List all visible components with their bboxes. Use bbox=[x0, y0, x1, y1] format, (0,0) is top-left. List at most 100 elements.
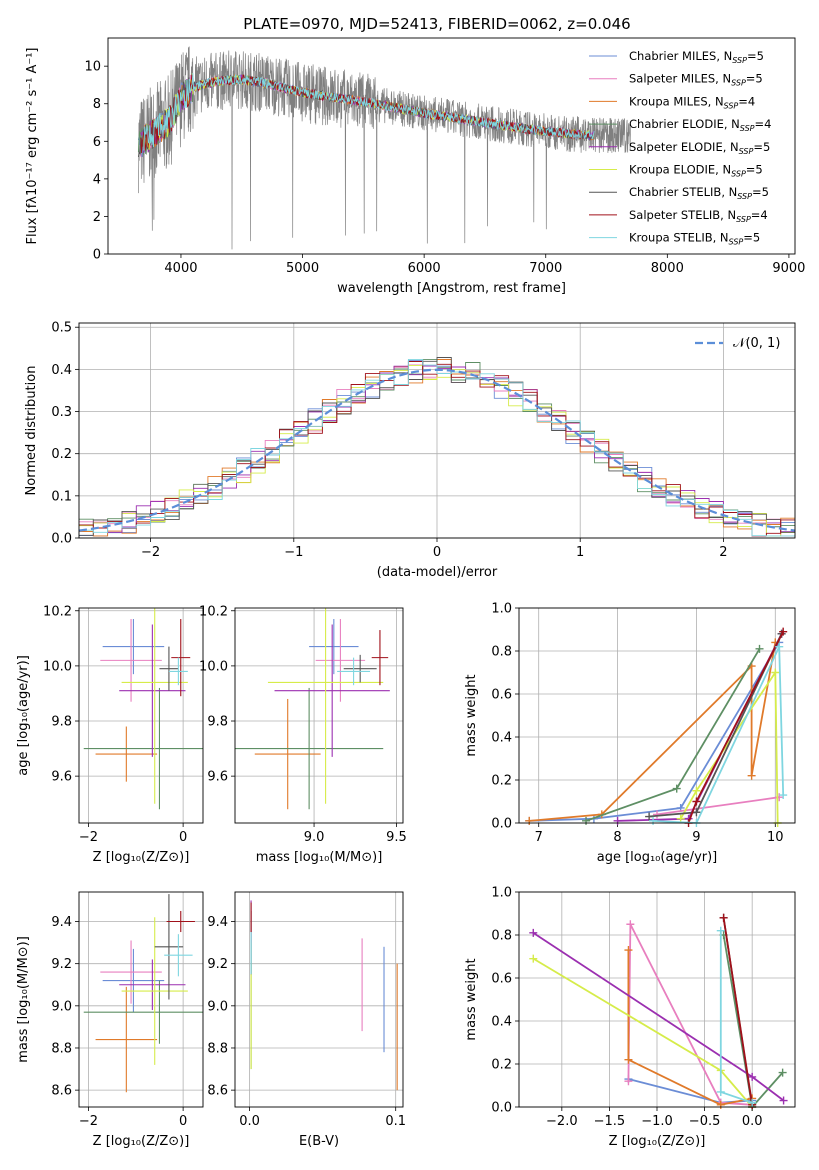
weight-series-line bbox=[627, 923, 753, 1106]
y-tick-label: 10.2 bbox=[199, 604, 228, 619]
x-axis-label: Z [log₁₀(Z/Z⊙)] bbox=[609, 1134, 706, 1149]
x-tick-label: 9000 bbox=[772, 261, 805, 276]
model-spectrum-line bbox=[140, 74, 590, 154]
weight-point-marker bbox=[653, 810, 661, 819]
y-tick-label: 10.0 bbox=[43, 659, 72, 674]
x-axis-label: wavelength [Angstrom, rest frame] bbox=[337, 281, 566, 296]
mass-weight-vs-age-panel: 7 8 9 10 0.0 0.2 0.4 0.6 0.8 1.0 age [log₁₀(age/yr… bbox=[464, 602, 796, 865]
x-tick-label: 8 bbox=[613, 830, 621, 845]
y-tick-label: 8.8 bbox=[51, 1041, 72, 1056]
weight-series-line bbox=[687, 631, 785, 823]
weight-point-marker bbox=[529, 928, 538, 937]
y-axis-label: Flux [fλ10⁻¹⁷ erg cm⁻² s⁻¹ A⁻¹] bbox=[25, 48, 40, 245]
weight-point-marker bbox=[582, 816, 591, 825]
x-axis-label: (data-model)/error bbox=[377, 565, 498, 580]
x-tick-label: 0.1 bbox=[385, 1114, 406, 1129]
weight-point-marker bbox=[775, 642, 784, 651]
y-tick-label: 10.2 bbox=[43, 604, 72, 619]
y-tick-label: 9.6 bbox=[51, 770, 72, 785]
legend-entry: Chabrier MILES, NSSP=5 bbox=[629, 49, 764, 65]
y-tick-label: 1.0 bbox=[491, 886, 512, 901]
histogram-step-line bbox=[79, 364, 795, 537]
weight-point-marker bbox=[779, 627, 788, 636]
x-tick-label: 9 bbox=[692, 830, 700, 845]
axes-frame bbox=[518, 607, 796, 824]
weight-point-marker bbox=[645, 812, 654, 821]
y-tick-label: 0.4 bbox=[51, 363, 72, 378]
x-axis-label: Z [log₁₀(Z/Z⊙)] bbox=[93, 850, 190, 865]
y-tick-label: 9.4 bbox=[207, 915, 228, 930]
y-tick-label: 9.4 bbox=[51, 915, 72, 930]
x-axis-label: Z [log₁₀(Z/Z⊙)] bbox=[93, 1134, 190, 1149]
x-tick-label: −0.5 bbox=[689, 1114, 721, 1129]
y-tick-label: 0.6 bbox=[491, 972, 512, 987]
x-tick-label: 5000 bbox=[286, 261, 319, 276]
weight-point-marker bbox=[626, 920, 635, 929]
y-tick-label: 8.6 bbox=[207, 1084, 228, 1099]
weight-series-line bbox=[722, 934, 784, 1107]
y-tick-label: 0.2 bbox=[491, 1058, 512, 1073]
y-axis-label: mass [log₁₀(M/M⊙)] bbox=[16, 936, 31, 1063]
y-tick-label: 0.3 bbox=[51, 405, 72, 420]
weight-point-marker bbox=[778, 1068, 787, 1077]
weight-point-marker bbox=[525, 816, 534, 825]
x-tick-label: 4000 bbox=[164, 261, 197, 276]
legend-entry: 𝒩(0, 1) bbox=[733, 336, 780, 351]
weight-point-marker bbox=[624, 1077, 633, 1086]
mass-vs-metallicity-panel: −2 0 8.6 8.8 9.0 9.2 9.4 Z [log₁₀(Z/Z⊙)] mass [l… bbox=[16, 891, 204, 1149]
y-tick-label: 8 bbox=[93, 97, 101, 112]
y-tick-label: 8.6 bbox=[51, 1084, 72, 1099]
x-axis-label: age [log₁₀(age/yr)] bbox=[597, 850, 718, 865]
weight-point-marker bbox=[779, 1096, 788, 1105]
figure-title: PLATE=0970, MJD=52413, FIBERID=0062, z=0… bbox=[243, 15, 630, 33]
x-tick-label: −2 bbox=[79, 830, 98, 845]
x-tick-label: −2 bbox=[79, 1114, 98, 1129]
axes-frame bbox=[518, 891, 796, 1108]
weight-point-marker bbox=[692, 786, 701, 795]
x-tick-label: 8000 bbox=[651, 261, 684, 276]
y-tick-label: 1.0 bbox=[491, 602, 512, 617]
x-axis-label: mass [log₁₀(M/M⊙)] bbox=[256, 850, 383, 865]
mass-weight-vs-metallicity-panel: −2.0 −1.5 −1.0 −0.5 0.0 0.0 0.2 0.4 0.6 0.8 1.0 Z [… bbox=[464, 886, 796, 1149]
x-tick-label: 0.0 bbox=[239, 1114, 260, 1129]
y-tick-label: 9.0 bbox=[51, 999, 72, 1014]
weight-series-line bbox=[722, 917, 754, 1105]
model-spectrum-line bbox=[143, 73, 595, 151]
y-tick-label: 0.1 bbox=[51, 489, 72, 504]
x-tick-label: 0 bbox=[179, 830, 187, 845]
weight-series-line bbox=[617, 633, 783, 822]
y-tick-label: 9.8 bbox=[51, 715, 72, 730]
legend-entry: Chabrier ELODIE, NSSP=4 bbox=[629, 117, 771, 133]
residual-distribution-panel: −2 −1 0 1 2 0.0 0.1 0.2 0.3 0.4 0.5 (data-model)/er… bbox=[24, 321, 796, 580]
weight-point-marker bbox=[747, 771, 756, 780]
axes-frame bbox=[78, 891, 204, 1108]
axes-frame bbox=[234, 891, 404, 1108]
y-axis-label: Normed distribution bbox=[24, 366, 39, 496]
weight-point-marker bbox=[649, 816, 658, 825]
x-tick-label: 0.0 bbox=[742, 1114, 763, 1129]
y-axis-label: age [log₁₀(age/yr)] bbox=[16, 655, 31, 776]
y-tick-label: 9.8 bbox=[207, 715, 228, 730]
weight-point-marker bbox=[716, 926, 725, 935]
weight-point-marker bbox=[748, 1072, 757, 1081]
age-vs-mass-panel: 9.0 9.5 9.6 9.8 10.0 10.2 mass [log₁₀(M/M⊙)] bbox=[199, 604, 407, 865]
spectrum-panel: 4000 5000 6000 7000 8000 9000 0 2 4 6 8 10 wavelengt… bbox=[25, 37, 805, 296]
x-tick-label: −2.0 bbox=[546, 1114, 578, 1129]
weight-point-marker bbox=[716, 1087, 725, 1096]
x-axis-label: E(B-V) bbox=[299, 1134, 339, 1149]
y-tick-label: 0.2 bbox=[491, 774, 512, 789]
legend-entry: Salpeter STELIB, NSSP=4 bbox=[629, 208, 768, 224]
x-tick-label: 7000 bbox=[529, 261, 562, 276]
weight-point-marker bbox=[719, 913, 728, 922]
y-tick-label: 0.2 bbox=[51, 447, 72, 462]
y-tick-label: 9.0 bbox=[207, 999, 228, 1014]
y-tick-label: 0.0 bbox=[51, 532, 72, 547]
weight-point-marker bbox=[692, 797, 701, 806]
axes-frame bbox=[78, 607, 204, 824]
y-tick-label: 9.2 bbox=[51, 957, 72, 972]
x-tick-label: 9.5 bbox=[386, 830, 407, 845]
y-axis-label: mass weight bbox=[464, 674, 479, 756]
y-tick-label: 9.2 bbox=[207, 957, 228, 972]
legend-entry: Kroupa ELODIE, NSSP=5 bbox=[629, 163, 763, 179]
